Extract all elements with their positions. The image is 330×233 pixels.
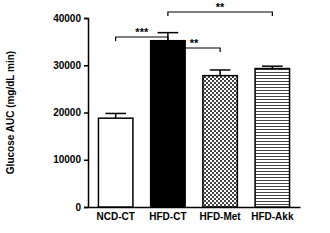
y-tick-mark (84, 18, 88, 20)
y-tick: 10000 (53, 154, 88, 165)
y-axis-line (84, 19, 89, 208)
error-bar-cap (210, 69, 231, 71)
y-tick: 0 (75, 202, 88, 213)
y-tick: 40000 (53, 13, 88, 24)
x-tick-label: HFD-Akk (251, 211, 294, 222)
y-tick-label: 30000 (53, 60, 81, 71)
x-tick-label: HFD-Met (200, 211, 242, 222)
x-tick-label: HFD-CT (149, 211, 186, 222)
y-tick-label: 0 (75, 202, 81, 213)
bar (203, 76, 237, 207)
error-bar-cap (105, 113, 126, 115)
x-axis: NCD-CT HFD-CT HFD-Met HFD-Akk (89, 207, 301, 222)
significance-label: ** (190, 37, 199, 49)
y-axis: 0 10000 20000 30000 40000 (53, 13, 88, 213)
y-tick: 20000 (53, 107, 88, 118)
y-tick-label: 40000 (53, 13, 81, 24)
significance-label: ** (216, 1, 225, 13)
error-bar-stem (219, 70, 221, 76)
y-tick-mark (84, 65, 88, 67)
y-tick-mark (84, 207, 88, 209)
significance-annotation: *** (116, 26, 168, 41)
y-tick: 30000 (53, 60, 88, 71)
y-tick-label: 10000 (53, 154, 81, 165)
error-bar-cap (262, 65, 283, 67)
error-bar (210, 70, 231, 76)
bar (98, 118, 132, 207)
y-tick-mark (84, 160, 88, 162)
x-tick-label: NCD-CT (97, 211, 135, 222)
error-bar-cap (158, 32, 179, 34)
significance-annotation: ** (168, 37, 220, 52)
y-tick-mark (84, 112, 88, 114)
chart: 0 10000 20000 30000 40000 NCD-CT HFD-CT HFD-Met… (0, 0, 330, 233)
y-axis-title: Glucose AUC (mg/dL min) (5, 51, 16, 174)
plot-area (98, 33, 289, 207)
x-tick: NCD-CT (97, 207, 135, 222)
x-tick: HFD-CT (149, 207, 186, 222)
bar (151, 41, 185, 207)
bar (255, 69, 289, 207)
y-tick-label: 20000 (53, 107, 81, 118)
x-tick: HFD-Akk (251, 207, 294, 222)
significance-label: *** (135, 26, 149, 38)
x-tick: HFD-Met (200, 207, 242, 222)
significance-annotation: ** (168, 1, 272, 16)
